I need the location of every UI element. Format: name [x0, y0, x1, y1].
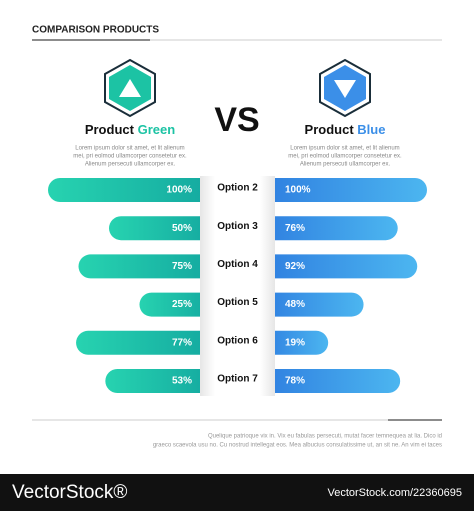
- value-label: 76%: [285, 223, 305, 234]
- bar: [105, 369, 212, 393]
- product-name: Product Green: [85, 122, 175, 137]
- icon-blue: [319, 58, 371, 118]
- product-description: Lorem ipsum dolor sit amet, et lit alien…: [75, 146, 184, 152]
- product-label: Product: [85, 122, 135, 137]
- bar: [263, 216, 398, 241]
- watermark-band: [0, 474, 474, 511]
- product-description: Alienum persecuti ullamcorper ex.: [300, 162, 391, 168]
- title: COMPARISON PRODUCTS: [32, 25, 159, 36]
- value-label: 100%: [166, 185, 192, 196]
- category-label: Option 5: [217, 297, 258, 308]
- value-label: 53%: [172, 376, 192, 387]
- category-label: Option 3: [217, 221, 258, 232]
- center-column: [200, 176, 275, 396]
- legend-label: Green: [138, 122, 176, 137]
- category-label: Option 2: [217, 183, 258, 194]
- vs: VS: [214, 101, 259, 139]
- value-label: 19%: [285, 337, 305, 348]
- bar: [139, 292, 212, 317]
- product-name: Product Blue: [305, 122, 386, 137]
- bar: [76, 330, 212, 355]
- value-label: 78%: [285, 376, 305, 387]
- category-label: Option 4: [217, 259, 258, 270]
- watermark-url: VectorStock.com/22360695: [327, 487, 462, 499]
- value-label: 77%: [172, 337, 192, 348]
- value-label: 48%: [285, 299, 305, 310]
- product-label: Product: [305, 122, 355, 137]
- product-description: mei, pri eolmod ullamcorper consetetur e…: [288, 154, 402, 160]
- value-label: 75%: [172, 261, 192, 272]
- product-description: mei, pri eolmod ullamcorper consetetur e…: [73, 154, 187, 160]
- category-label: Option 7: [217, 374, 258, 385]
- legend-label: Blue: [357, 122, 385, 137]
- bar: [263, 369, 401, 393]
- footer-text: Quelique patrioque vix in. Vix eu fabula…: [208, 434, 442, 440]
- value-label: 25%: [172, 299, 192, 310]
- category-label: Option 6: [217, 335, 258, 346]
- value-label: 50%: [172, 223, 192, 234]
- value-label: 92%: [285, 261, 305, 272]
- bar: [263, 178, 427, 202]
- value-label: 100%: [285, 185, 311, 196]
- bar: [109, 216, 212, 241]
- bar: [263, 292, 364, 317]
- product-description: Alienum persecuti ullamcorper ex.: [85, 162, 176, 168]
- icon-green: [104, 58, 156, 118]
- bar: [263, 330, 329, 355]
- bar: [263, 254, 418, 279]
- footer-text: graeco scaevola usu no. Cu nostrud intel…: [153, 443, 442, 449]
- product-description: Lorem ipsum dolor sit amet, et lit alien…: [290, 146, 399, 152]
- bar: [78, 254, 212, 279]
- watermark-brand: VectorStock®: [12, 482, 127, 503]
- bar: [48, 178, 212, 202]
